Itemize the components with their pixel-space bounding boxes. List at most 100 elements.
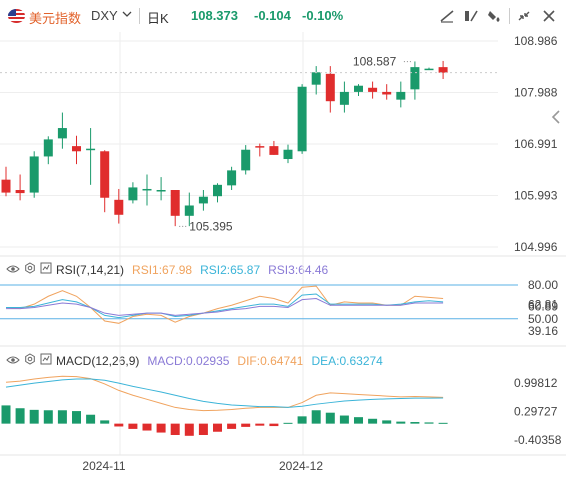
macd-histogram-bar — [311, 410, 321, 424]
draw-line-icon[interactable] — [438, 8, 456, 24]
macd-histogram-bar — [424, 422, 434, 424]
candle-body — [1, 179, 11, 193]
rsi-y-tick-label: 39.16 — [528, 324, 558, 338]
candle-body — [156, 190, 166, 192]
macd-histogram-bar — [128, 423, 138, 429]
candle-body — [311, 72, 321, 85]
macd-histogram-bar — [156, 423, 166, 433]
candle-body — [142, 188, 152, 191]
symbol-code[interactable]: DXY — [91, 8, 118, 23]
macd-histogram-bar — [29, 409, 39, 424]
eye-icon[interactable] — [6, 354, 20, 368]
y-tick-label: 105.993 — [514, 189, 558, 203]
rsi-y-tick-label: 80.00 — [528, 278, 558, 292]
y-tick-label: 106.991 — [514, 137, 558, 151]
macd-histogram-bar — [86, 414, 96, 424]
candle-body — [86, 148, 96, 151]
macd-series-line — [5, 375, 444, 412]
indicator-icon[interactable] — [40, 353, 52, 368]
candle-body — [128, 187, 138, 201]
macd-histogram-bar — [339, 415, 349, 424]
macd-histogram-bar — [114, 423, 124, 427]
settings-icon[interactable] — [24, 353, 36, 368]
settings-icon[interactable] — [24, 262, 36, 277]
macd-histogram-bar — [213, 423, 222, 432]
candle-body — [72, 146, 81, 152]
macd-histogram-bar — [382, 420, 392, 424]
candle-body — [184, 205, 194, 216]
macd-histogram-bar — [283, 422, 293, 424]
macd-y-tick-label: -0.40358 — [514, 433, 562, 447]
price-change: -0.104 — [254, 8, 291, 23]
candle-body — [15, 190, 25, 194]
candle-body — [255, 146, 265, 148]
candle-body — [114, 199, 124, 215]
candle-body — [198, 196, 208, 204]
collapse-icon[interactable] — [515, 8, 533, 24]
eye-icon[interactable] — [6, 263, 20, 277]
macd-value: MACD:0.02935 — [147, 353, 230, 368]
divider — [139, 8, 140, 24]
candle-body — [29, 156, 39, 193]
candle-body — [325, 73, 335, 102]
candle-body — [339, 91, 349, 105]
macd-histogram-bar — [325, 412, 335, 424]
toolbar-divider — [509, 8, 510, 24]
macd-histogram-bar — [142, 423, 152, 431]
macd-histogram-bar — [72, 411, 81, 424]
y-tick-label: 108.986 — [514, 34, 558, 48]
macd-histogram-bar — [57, 410, 67, 424]
rsi-y-tick-label: 62.81 — [528, 297, 558, 311]
instrument-name[interactable]: 美元指数 — [29, 11, 82, 26]
macd-histogram-bar — [15, 408, 25, 424]
rsi-series-line — [5, 285, 444, 324]
y-tick-label: 104.996 — [514, 240, 558, 254]
candle-body — [43, 139, 53, 157]
chevron-down-icon[interactable] — [122, 7, 132, 24]
y-tick-label: 107.988 — [514, 86, 558, 100]
rsi-title: RSI(7,14,21) — [56, 262, 125, 277]
chevron-left-icon[interactable] — [548, 105, 564, 129]
candle-body — [396, 91, 406, 100]
candle-body — [424, 68, 434, 71]
low-annotation: 105.395 — [189, 219, 233, 233]
macd-histogram-bar — [198, 423, 208, 435]
macd-y-tick-label: 0.29727 — [514, 405, 558, 419]
macd-legend: MACD(12,26,9) MACD:0.02935 DIF:0.64741 D… — [6, 353, 391, 368]
macd-y-tick-label: 0.99812 — [514, 376, 558, 390]
macd-histogram-bar — [227, 423, 237, 429]
x-tick-label: 2024-11 — [82, 459, 125, 473]
candle-body — [354, 85, 363, 92]
macd-series-line — [5, 378, 444, 408]
last-price: 108.373 — [191, 8, 238, 23]
candle-body — [57, 128, 67, 139]
macd-histogram-bar — [269, 423, 279, 427]
macd-histogram-bar — [43, 410, 53, 424]
rsi-y-tick-label: 50.00 — [528, 312, 558, 326]
candle-body — [269, 146, 279, 155]
close-icon[interactable] — [540, 8, 558, 24]
macd-title: MACD(12,26,9) — [56, 353, 140, 368]
dea-value: DEA:0.63274 — [311, 353, 383, 368]
candle-body — [438, 67, 448, 73]
candle-body — [227, 170, 237, 186]
macd-histogram-bar — [297, 416, 307, 424]
candle-body — [297, 86, 307, 152]
quote-header: 美元指数 DXY 日K 108.373 -0.104 -0.10% — [0, 0, 566, 32]
macd-histogram-bar — [184, 423, 194, 436]
candle-body — [170, 190, 180, 216]
candle-body — [213, 184, 222, 197]
macd-histogram-bar — [438, 422, 448, 424]
candle-body — [100, 151, 110, 198]
paint-icon[interactable] — [486, 8, 504, 24]
period-selector[interactable]: 日K — [147, 11, 169, 26]
macd-histogram-bar — [396, 421, 406, 424]
macd-histogram-bar — [100, 420, 110, 424]
indicator-icon[interactable] — [40, 262, 52, 277]
macd-histogram-bar — [354, 417, 363, 424]
candle-body — [368, 87, 378, 92]
ruler-icon[interactable] — [462, 8, 480, 24]
rsi-series-line — [6, 298, 444, 316]
candle-body — [410, 67, 420, 90]
